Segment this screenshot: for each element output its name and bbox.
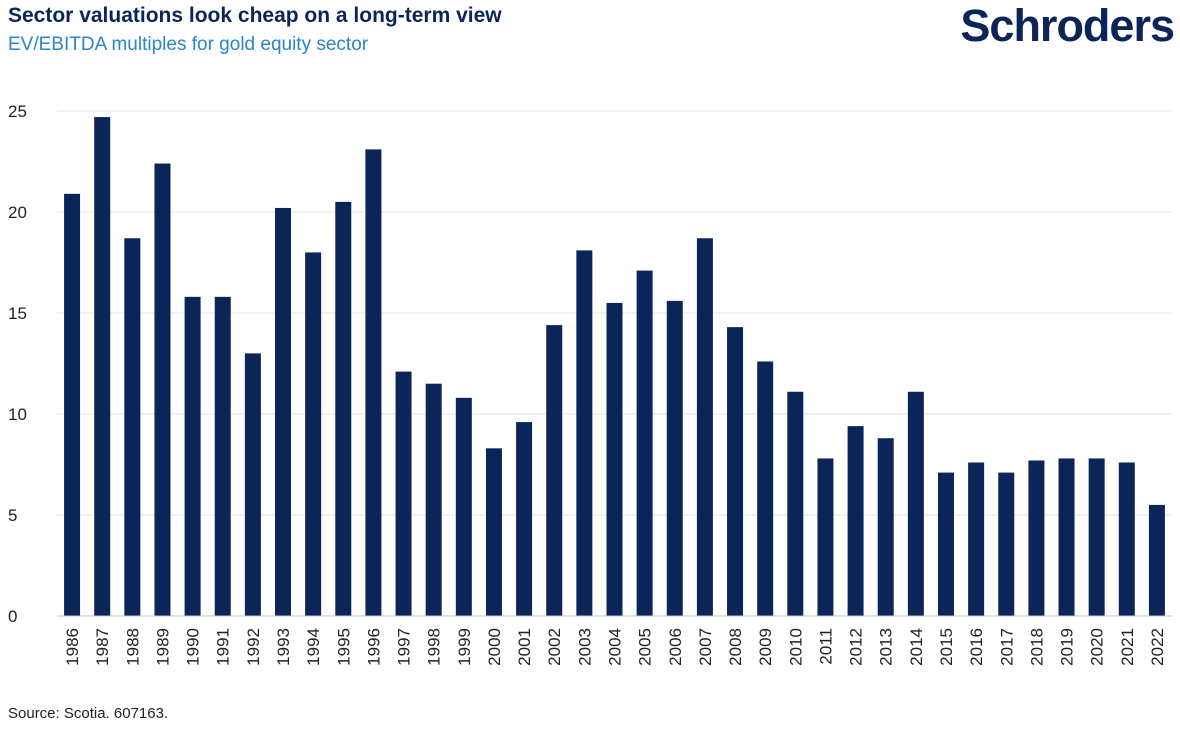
x-tick-label: 2016	[967, 628, 986, 666]
bar	[666, 300, 683, 616]
x-tick-label: 1989	[153, 628, 172, 666]
bar-chart: 0 5 10 15 20 25 1986 1987 1988 1989 1990 1991 1992 19…	[8, 102, 1172, 666]
x-tick-label: 2002	[545, 628, 564, 666]
bar	[94, 117, 111, 616]
x-tick-label: 1992	[244, 628, 263, 666]
x-tick-label: 2021	[1118, 628, 1137, 666]
bar	[576, 250, 593, 616]
bar	[1058, 458, 1075, 616]
bar	[877, 438, 894, 616]
x-tick-label: 2020	[1088, 628, 1107, 666]
x-tick-label: 2005	[636, 628, 655, 666]
bar	[335, 201, 352, 616]
bar	[1088, 458, 1105, 616]
x-tick-label: 1993	[274, 628, 293, 666]
x-tick-label: 2001	[515, 628, 534, 666]
bar	[636, 270, 653, 616]
y-tick-label: 25	[8, 102, 27, 121]
x-tick-label: 2015	[937, 628, 956, 666]
bar	[455, 397, 472, 616]
x-tick-label: 2018	[1027, 628, 1046, 666]
x-tick-label: 2004	[606, 628, 625, 666]
chart-title: Sector valuations look cheap on a long-t…	[8, 4, 502, 27]
bar	[907, 391, 924, 616]
x-tick-label: 1990	[184, 628, 203, 666]
bar	[124, 238, 141, 616]
chart-subtitle: EV/EBITDA multiples for gold equity sect…	[8, 34, 369, 55]
x-tick-label: 2009	[756, 628, 775, 666]
x-tick-label: 2022	[1148, 628, 1167, 666]
x-tick-label: 2008	[726, 628, 745, 666]
schroders-logo: Schroders	[960, 0, 1175, 51]
y-tick-label: 10	[8, 405, 27, 424]
y-tick-label: 15	[8, 304, 27, 323]
bar	[244, 353, 261, 616]
bar	[64, 193, 81, 616]
x-tick-label: 2019	[1058, 628, 1077, 666]
bar	[606, 302, 623, 616]
x-tick-label: 2013	[877, 628, 896, 666]
bar	[275, 207, 292, 616]
bar	[214, 296, 231, 616]
bar	[485, 448, 502, 616]
bar	[1028, 460, 1045, 616]
x-tick-label: 2003	[575, 628, 594, 666]
x-tick-label: 1995	[334, 628, 353, 666]
bar	[1118, 462, 1135, 616]
x-tick-label: 2006	[666, 628, 685, 666]
bar	[998, 472, 1015, 616]
bar	[425, 383, 442, 616]
bar	[696, 238, 713, 616]
bar	[968, 462, 985, 616]
x-tick-label: 1986	[63, 628, 82, 666]
x-tick-label: 2014	[907, 628, 926, 666]
y-tick-label: 20	[8, 203, 27, 222]
y-tick-label: 0	[8, 607, 17, 626]
x-tick-label: 2017	[997, 628, 1016, 666]
x-tick-label: 1987	[93, 628, 112, 666]
source-note: Source: Scotia. 607163.	[8, 705, 169, 722]
x-tick-label: 2007	[696, 628, 715, 666]
bar	[937, 472, 954, 616]
x-tick-label: 1996	[364, 628, 383, 666]
bar	[847, 426, 864, 616]
bar	[395, 371, 412, 616]
x-tick-label: 2010	[786, 628, 805, 666]
x-tick-label: 1997	[395, 628, 414, 666]
bar	[154, 163, 171, 616]
bar	[757, 361, 774, 616]
bar	[365, 149, 382, 616]
bar	[546, 325, 563, 616]
bar	[787, 391, 804, 616]
bar	[727, 327, 744, 616]
x-tick-label: 1999	[455, 628, 474, 666]
x-tick-label: 1998	[425, 628, 444, 666]
bar	[305, 252, 322, 616]
x-tick-label: 2011	[816, 628, 835, 665]
x-tick-label: 1988	[123, 628, 142, 666]
x-tick-label: 2000	[485, 628, 504, 666]
bar	[1148, 504, 1165, 616]
bar	[184, 296, 201, 616]
x-tick-label: 1991	[214, 628, 233, 666]
x-tick-label: 2012	[847, 628, 866, 666]
y-tick-label: 5	[8, 506, 17, 525]
bar	[516, 422, 533, 616]
x-tick-label: 1994	[304, 628, 323, 666]
bar	[817, 458, 834, 616]
